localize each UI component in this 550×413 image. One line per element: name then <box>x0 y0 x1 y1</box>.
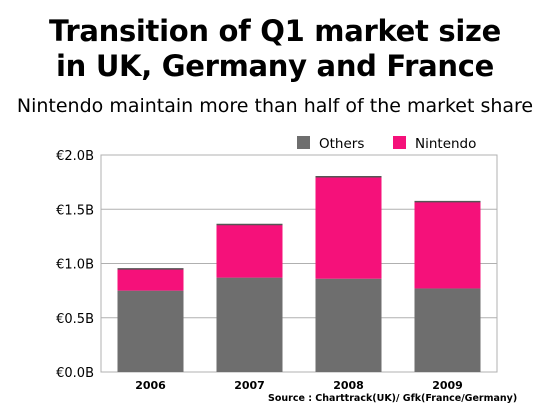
legend-swatch-others <box>297 136 310 149</box>
bar-others <box>315 278 382 372</box>
bar-others <box>414 288 481 372</box>
chart-subtitle: Nintendo maintain more than half of the … <box>16 95 534 117</box>
title-line-1: Transition of Q1 market size <box>49 14 501 48</box>
x-tick-label: 2006 <box>135 379 166 392</box>
legend-label-nintendo: Nintendo <box>415 136 476 152</box>
bar-nintendo <box>216 224 283 278</box>
x-tick-label: 2008 <box>333 379 364 392</box>
bar-nintendo <box>414 201 481 289</box>
x-tick-label: 2007 <box>234 379 265 392</box>
bar-nintendo <box>315 176 382 279</box>
legend-label-others: Others <box>319 136 364 152</box>
bar-others <box>117 290 184 372</box>
bar-nintendo <box>117 268 184 291</box>
chart-title: Transition of Q1 market size in UK, Germ… <box>0 14 550 84</box>
y-tick-label: €2.0B <box>56 149 94 164</box>
legend-swatch-nintendo <box>393 136 406 149</box>
x-tick-label: 2009 <box>432 379 463 392</box>
bar-others <box>216 277 283 372</box>
y-tick-label: €0.5B <box>56 312 94 327</box>
y-tick-label: €0.0B <box>56 366 94 381</box>
title-line-2: in UK, Germany and France <box>56 49 494 83</box>
source-note: Source : Charttrack(UK)/ Gfk(France/Germ… <box>268 393 518 404</box>
y-tick-label: €1.5B <box>56 203 94 218</box>
y-tick-label: €1.0B <box>56 258 94 273</box>
